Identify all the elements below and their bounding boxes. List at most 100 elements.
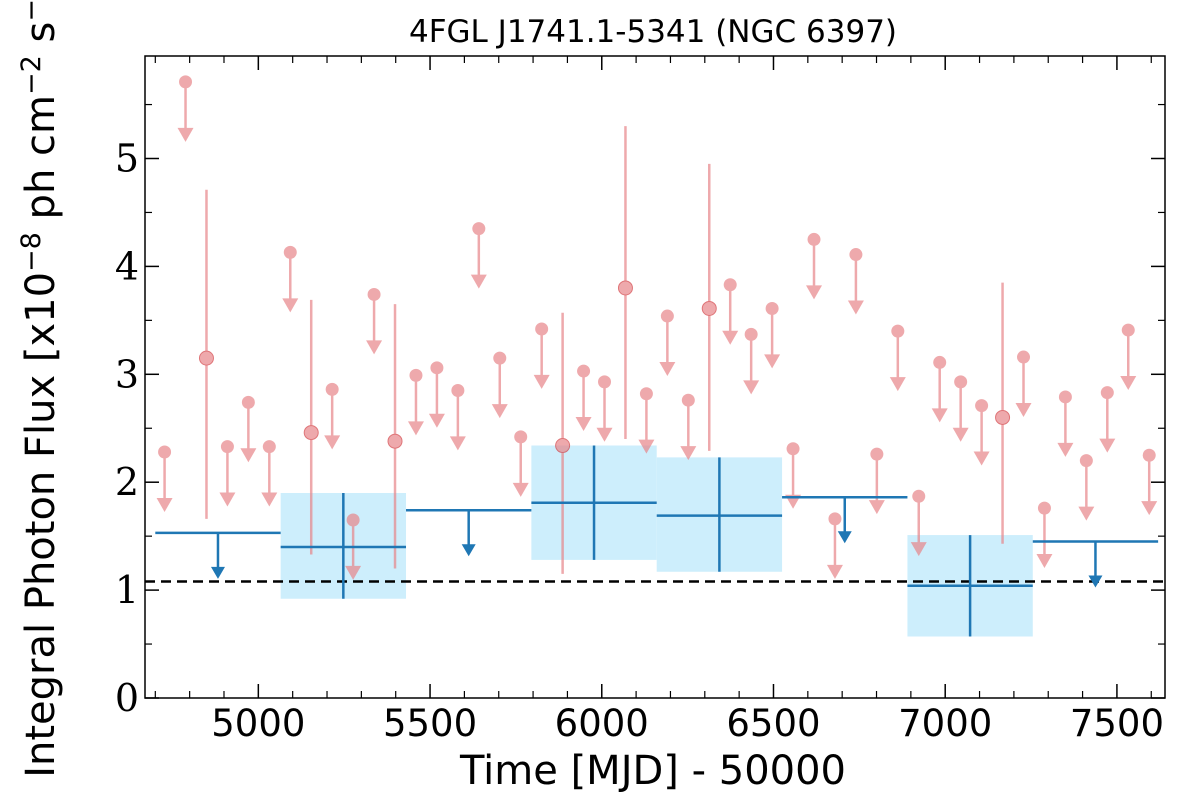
short-bin-limit-marker bbox=[1058, 390, 1072, 404]
short-bin-limit-arrow bbox=[177, 127, 194, 142]
short-bin-upper-limit bbox=[889, 324, 906, 392]
short-bin-limit-marker bbox=[1100, 386, 1114, 400]
short-bin-limit-marker bbox=[262, 440, 276, 454]
short-bin-limit-marker bbox=[639, 387, 653, 401]
long-bin-upper-limit bbox=[406, 509, 532, 557]
y-axis-label-exp3: −1 bbox=[16, 0, 47, 22]
short-bin-upper-limit bbox=[910, 489, 927, 557]
short-bin-limit-marker bbox=[681, 393, 695, 407]
short-bin-limit-marker bbox=[577, 364, 591, 378]
long-bin-upper-limit bbox=[782, 496, 908, 544]
x-tick-label: 5000 bbox=[211, 702, 305, 745]
x-tick-label: 7000 bbox=[898, 702, 992, 745]
short-bin-upper-limit bbox=[156, 445, 173, 512]
short-bin-upper-limit bbox=[847, 248, 864, 315]
short-bin-limit-marker bbox=[849, 248, 863, 262]
short-bin-upper-limit bbox=[575, 364, 592, 432]
short-bin-limit-arrow bbox=[1141, 501, 1158, 516]
short-bin-limit-arrow bbox=[366, 340, 383, 355]
short-bin-point bbox=[617, 280, 633, 296]
short-bin-upper-limit bbox=[743, 327, 760, 395]
short-bin-limit-arrow bbox=[826, 564, 843, 579]
short-bin-limit-arrow bbox=[428, 413, 445, 428]
short-bin-limit-arrow bbox=[324, 435, 341, 450]
short-bin-series bbox=[156, 75, 1158, 580]
short-bin-limit-arrow bbox=[1078, 506, 1095, 521]
short-bin-upper-limit bbox=[1120, 323, 1137, 391]
short-bin-upper-limit bbox=[512, 430, 529, 497]
long-bin-limit-arrow bbox=[210, 566, 225, 579]
short-bin-limit-marker bbox=[430, 361, 444, 375]
short-bin-limit-arrow bbox=[910, 542, 927, 557]
y-tick-label: 5 bbox=[115, 137, 139, 181]
short-bin-limit-arrow bbox=[512, 482, 529, 497]
short-bin-limit-arrow bbox=[470, 274, 487, 289]
x-axis-label: Time [MJD] - 50000 bbox=[459, 748, 846, 794]
short-bin-limit-marker bbox=[765, 301, 779, 315]
short-bin-upper-limit bbox=[764, 301, 781, 369]
short-bin-upper-limit bbox=[366, 287, 383, 355]
short-bin-upper-limit bbox=[806, 232, 823, 300]
short-bin-limit-arrow bbox=[449, 436, 466, 451]
short-bin-upper-limit bbox=[659, 309, 676, 376]
short-bin-limit-marker bbox=[954, 375, 968, 389]
short-bin-limit-marker bbox=[828, 512, 842, 526]
short-bin-limit-marker bbox=[367, 287, 381, 301]
x-tick-label: 6000 bbox=[555, 702, 649, 745]
short-bin-limit-arrow bbox=[638, 439, 655, 454]
short-bin-limit-arrow bbox=[240, 448, 257, 463]
short-bin-upper-limit bbox=[931, 355, 948, 423]
short-bin-upper-limit bbox=[324, 382, 341, 450]
short-bin-detection bbox=[387, 304, 403, 569]
short-bin-limit-arrow bbox=[1057, 442, 1074, 457]
y-axis-label-mid: ph cm bbox=[18, 95, 64, 232]
short-bin-limit-arrow bbox=[847, 300, 864, 315]
short-bin-upper-limit bbox=[973, 399, 990, 466]
short-bin-limit-arrow bbox=[722, 330, 739, 345]
short-bin-limit-marker bbox=[325, 382, 339, 396]
short-bin-upper-limit bbox=[449, 383, 466, 451]
short-bin-limit-marker bbox=[1142, 448, 1156, 462]
short-bin-upper-limit bbox=[785, 442, 802, 509]
long-bin-detection bbox=[907, 535, 1033, 637]
long-bin-series bbox=[155, 445, 1159, 637]
short-bin-point bbox=[995, 409, 1011, 425]
short-bin-limit-arrow bbox=[219, 492, 236, 507]
y-tick-label: 3 bbox=[115, 352, 139, 396]
short-bin-limit-arrow bbox=[659, 361, 676, 376]
short-bin-point bbox=[303, 425, 319, 441]
short-bin-limit-arrow bbox=[743, 380, 760, 395]
short-bin-upper-limit bbox=[470, 222, 487, 289]
short-bin-limit-marker bbox=[241, 395, 255, 409]
short-bin-point bbox=[387, 433, 403, 449]
x-tick-label: 6500 bbox=[726, 702, 820, 745]
y-axis-label: Integral Photon Flux [x10−8 ph cm−2 s−1] bbox=[16, 0, 64, 778]
short-bin-limit-marker bbox=[472, 222, 486, 236]
short-bin-upper-limit bbox=[219, 440, 236, 507]
short-bin-upper-limit bbox=[868, 447, 885, 515]
short-bin-limit-arrow bbox=[889, 377, 906, 392]
short-bin-limit-marker bbox=[891, 324, 905, 338]
short-bin-upper-limit bbox=[1099, 386, 1116, 453]
chart-title: 4FGL J1741.1-5341 (NGC 6397) bbox=[409, 14, 897, 50]
short-bin-upper-limit bbox=[1015, 350, 1032, 417]
short-bin-limit-marker bbox=[346, 513, 360, 527]
short-bin-limit-marker bbox=[660, 309, 674, 323]
short-bin-upper-limit bbox=[177, 75, 194, 142]
y-axis-label-pre: Integral Photon Flux [x10 bbox=[18, 272, 64, 778]
short-bin-limit-marker bbox=[1037, 501, 1051, 515]
y-axis-label-exp1: −8 bbox=[16, 232, 47, 272]
long-bin-detection bbox=[656, 457, 783, 572]
short-bin-limit-arrow bbox=[156, 497, 173, 512]
short-bin-limit-arrow bbox=[1036, 554, 1053, 569]
short-bin-limit-arrow bbox=[806, 285, 823, 300]
short-bin-upper-limit bbox=[1141, 448, 1158, 516]
plot-frame bbox=[144, 55, 1166, 699]
long-bin-upper-limit bbox=[1032, 540, 1159, 588]
short-bin-upper-limit bbox=[638, 387, 655, 454]
short-bin-limit-marker bbox=[1017, 350, 1031, 364]
short-bin-limit-marker bbox=[933, 355, 947, 369]
short-bin-limit-arrow bbox=[575, 417, 592, 432]
short-bin-limit-marker bbox=[912, 489, 926, 503]
y-tick-label: 0 bbox=[115, 676, 139, 720]
